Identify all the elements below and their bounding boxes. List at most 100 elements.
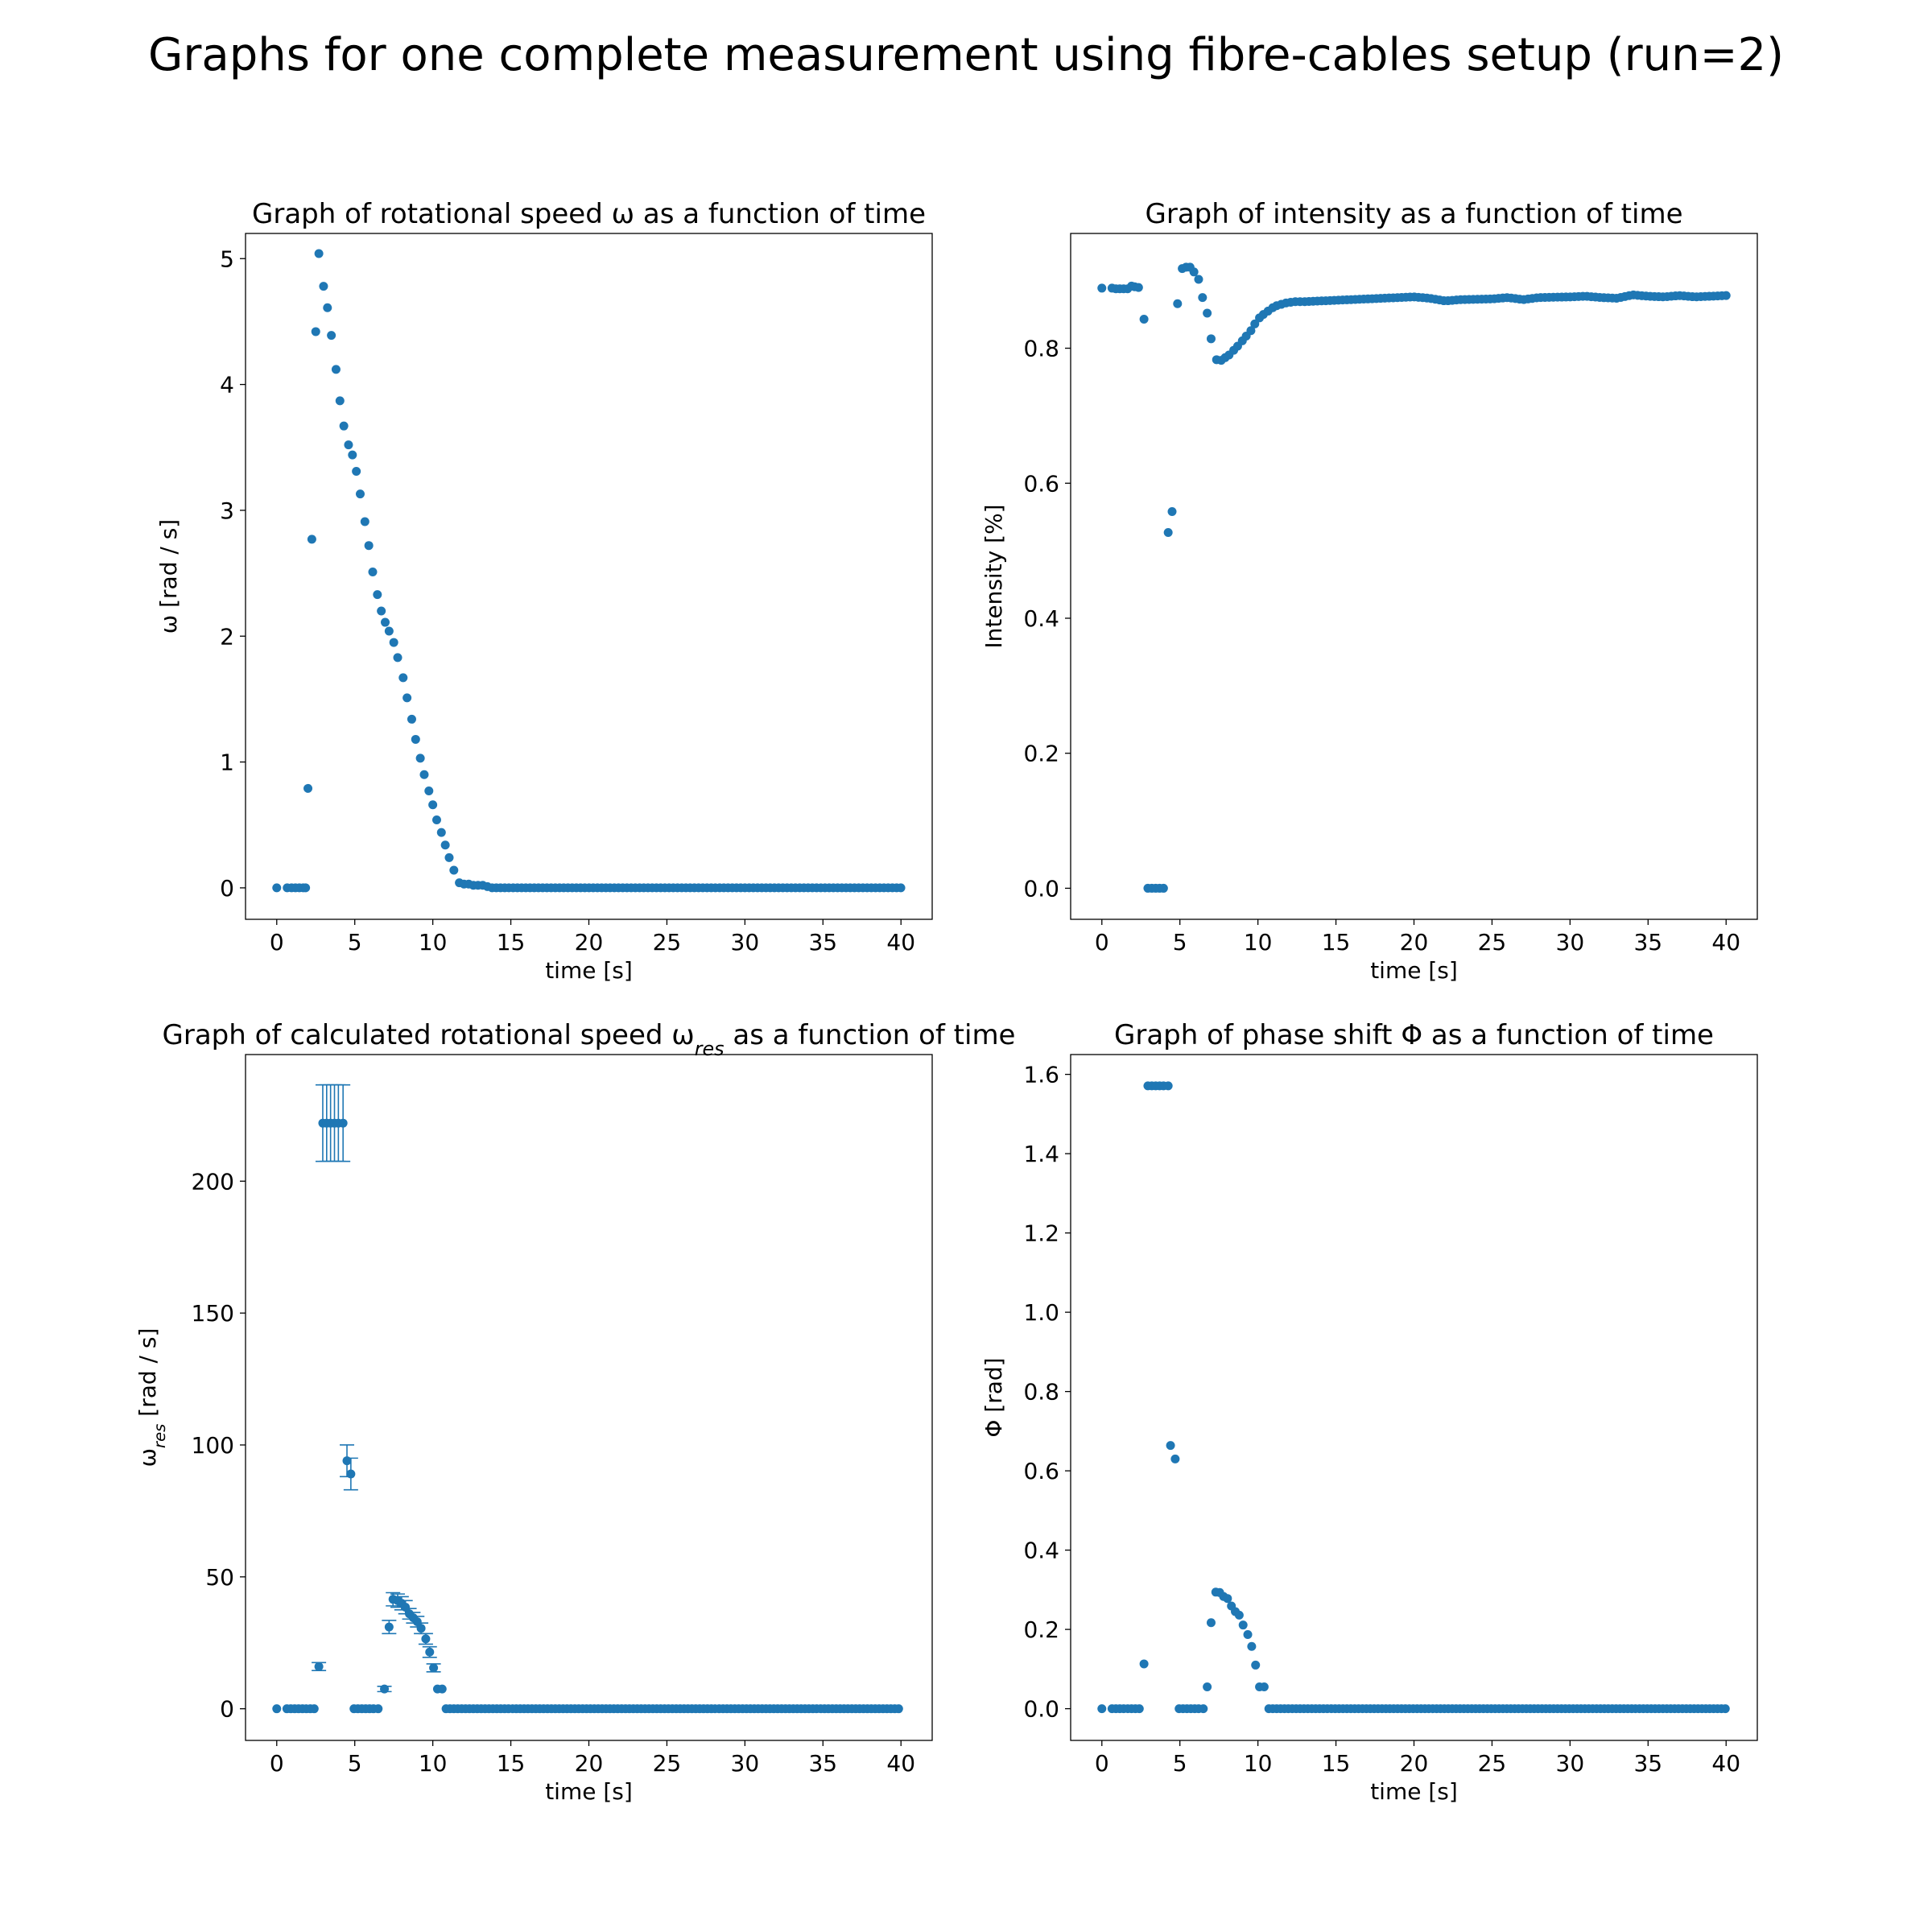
data-point [444, 852, 454, 862]
x-tick-label: 0 [270, 1750, 284, 1777]
data-point [1139, 315, 1149, 324]
y-tick-label: 0 [220, 875, 234, 902]
data-point [1194, 275, 1203, 284]
data-point [311, 327, 320, 336]
data-point [1134, 1704, 1144, 1714]
x-tick-label: 30 [1556, 929, 1585, 956]
data-point [421, 1634, 431, 1644]
data-point [436, 828, 446, 837]
y-tick-label: 0.0 [1023, 1696, 1059, 1723]
x-tick-label: 5 [348, 1750, 362, 1777]
subplot-calculated-rotational-speed: 0 5 10 15 20 25 30 35 40 0 50 100 150 200 Graph of cal… [134, 1019, 1015, 1805]
data-point [272, 1704, 282, 1714]
data-point [323, 303, 332, 312]
data-point [342, 1456, 352, 1466]
y-tick-label: 0.4 [1023, 1538, 1059, 1564]
data-point [301, 883, 311, 893]
data-point [407, 714, 416, 724]
data-point [1250, 319, 1260, 328]
data-point [1173, 299, 1183, 308]
x-tick-label: 20 [1400, 1750, 1429, 1777]
x-tick-label: 25 [653, 1750, 682, 1777]
data-point [449, 865, 459, 875]
y-tick-label: 2 [220, 623, 234, 650]
x-tick-label: 0 [270, 929, 284, 956]
subplot-title: Graph of phase shift Φ as a function of … [1114, 1019, 1714, 1051]
data-point [1203, 308, 1212, 318]
data-point [1139, 1659, 1149, 1669]
x-tick-label: 35 [1633, 1750, 1662, 1777]
x-tick-label: 15 [1322, 929, 1351, 956]
x-tick-label: 30 [1556, 1750, 1585, 1777]
data-point [416, 1624, 426, 1633]
x-tick-label: 10 [1244, 1750, 1273, 1777]
data-point [424, 786, 434, 796]
data-point [335, 396, 345, 406]
x-tick-label: 0 [1095, 1750, 1109, 1777]
data-point [1163, 1081, 1173, 1091]
data-point [1163, 527, 1173, 537]
y-tick-label: 1.0 [1023, 1299, 1059, 1326]
data-point [364, 541, 374, 551]
data-point [384, 626, 394, 636]
y-tick-label: 1 [220, 749, 234, 776]
y-tick-label: 5 [220, 246, 234, 272]
data-point [896, 883, 906, 893]
data-point [437, 1684, 447, 1694]
data-point [1166, 1441, 1175, 1451]
y-axis-label: Φ [rad] [980, 1357, 1007, 1437]
figure-suptitle: Graphs for one complete measurement usin… [148, 29, 1784, 81]
y-tick-label: 0.0 [1023, 875, 1059, 902]
data-point [402, 693, 412, 703]
x-tick-label: 40 [1711, 929, 1740, 956]
x-tick-label: 25 [1478, 929, 1507, 956]
data-point [339, 421, 349, 431]
data-point [425, 1647, 435, 1657]
data-point [377, 606, 386, 616]
y-axis-label: ω [rad / s] [155, 519, 182, 634]
x-tick-label: 40 [1711, 1750, 1740, 1777]
data-point [1259, 1682, 1269, 1692]
y-tick-label: 200 [192, 1168, 234, 1195]
data-point [1170, 1454, 1180, 1463]
x-tick-label: 10 [419, 929, 448, 956]
x-tick-label: 35 [1633, 929, 1662, 956]
x-tick-label: 0 [1095, 929, 1109, 956]
data-point [1158, 883, 1168, 893]
data-point [373, 590, 382, 600]
data-point [331, 365, 341, 374]
x-tick-label: 20 [575, 929, 604, 956]
data-point [338, 1118, 348, 1128]
subplot-title: Graph of calculated rotational speed ωre… [163, 1019, 1016, 1060]
x-tick-label: 30 [731, 1750, 760, 1777]
data-point [393, 653, 402, 663]
data-point [412, 1617, 422, 1627]
data-point [1234, 1610, 1244, 1620]
data-point [314, 249, 324, 258]
x-axis-label: time [s] [1370, 1778, 1458, 1805]
y-tick-label: 0 [220, 1696, 234, 1723]
y-tick-label: 0.2 [1023, 1616, 1059, 1643]
data-point [346, 1469, 356, 1479]
y-tick-label: 0.8 [1023, 336, 1059, 362]
data-point [1721, 291, 1731, 300]
y-tick-label: 0.8 [1023, 1379, 1059, 1406]
y-axis-label: ωres [rad / s] [134, 1328, 169, 1468]
x-tick-label: 5 [1173, 929, 1187, 956]
data-point [307, 535, 316, 544]
y-tick-label: 1.4 [1023, 1141, 1059, 1167]
data-point [1251, 1660, 1261, 1670]
data-point [1206, 334, 1216, 344]
y-tick-label: 0.6 [1023, 470, 1059, 497]
x-tick-label: 15 [497, 929, 526, 956]
data-point [381, 617, 390, 627]
data-point [401, 1603, 411, 1612]
data-point [440, 840, 450, 850]
data-point [309, 1704, 319, 1714]
data-point [411, 734, 420, 744]
subplot-title: Graph of intensity as a function of time [1146, 198, 1683, 230]
data-point [1199, 1704, 1208, 1714]
data-point [415, 753, 425, 763]
